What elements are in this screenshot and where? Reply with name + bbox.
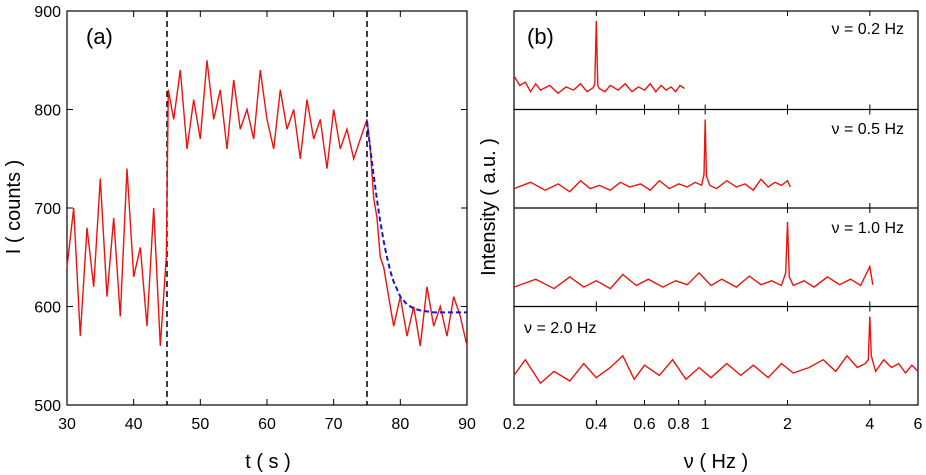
panel-b-spectrum-line: [513, 316, 919, 385]
panel-b-xlabel: ν ( Hz ): [684, 451, 748, 473]
panel-a-ylabel: I ( counts ): [3, 160, 25, 254]
panel-a-ytick-label: 900: [34, 4, 61, 21]
panel-b-ylabel: Intensity ( a.u. ): [478, 138, 500, 276]
panel-a-xtick-label: 30: [58, 416, 76, 433]
subplot-label-4: ν = 2.0 Hz: [524, 320, 596, 337]
panel-b-xtick-label: 1: [701, 416, 710, 433]
panel-a-xtick-label: 70: [325, 416, 343, 433]
panel-a-xtick-label: 60: [258, 416, 276, 433]
panel-a-fit-curve: [366, 121, 467, 314]
subplot-label-2: ν = 0.5 Hz: [832, 121, 904, 138]
subplot-label-1: ν = 0.2 Hz: [832, 21, 904, 38]
panel-a-frame: [66, 10, 468, 406]
panel-a-ytick-label: 700: [34, 201, 61, 218]
subplot-label-3: ν = 1.0 Hz: [832, 220, 904, 237]
panel-b-xtick-label: 0.4: [585, 416, 607, 433]
panel-b-label: (b): [527, 24, 554, 49]
panel-b-xtick-label: 0.2: [503, 416, 525, 433]
panel-b-xtick-label: 0.6: [633, 416, 655, 433]
panel-a-xtick-label: 50: [191, 416, 209, 433]
panel-a-xtick-label: 40: [125, 416, 143, 433]
panel-a-xtick-label: 90: [458, 416, 476, 433]
panel-a-label: (a): [86, 24, 113, 49]
panel-b-xtick-label: 4: [865, 416, 874, 433]
panel-a-ytick-label: 500: [34, 398, 61, 415]
panel-a-signal-line: [66, 60, 468, 347]
panel-b-spectrum-line: [513, 119, 792, 193]
panel-a-xtick-label: 80: [391, 416, 409, 433]
panel-b-xtick-label: 0.8: [668, 416, 690, 433]
panel-b: 0.2 0.4 0.6 0.8 1 2 4 6: [503, 10, 923, 433]
panel-a: 30 40 50 60 70 80 90 500 600 700 800 900: [34, 4, 476, 433]
panel-b-xtick-label: 2: [783, 416, 792, 433]
panel-a-ytick-label: 600: [34, 300, 61, 317]
panel-a-xlabel: t ( s ): [245, 451, 291, 473]
panel-b-spectrum-line: [513, 20, 685, 95]
panel-b-spectrum-line: [513, 221, 874, 290]
panel-a-ytick-label: 800: [34, 103, 61, 120]
panel-b-xtick-label: 6: [914, 416, 923, 433]
labels: (a) t ( s ) I ( counts ) (b) ν ( Hz ) In…: [3, 21, 904, 473]
